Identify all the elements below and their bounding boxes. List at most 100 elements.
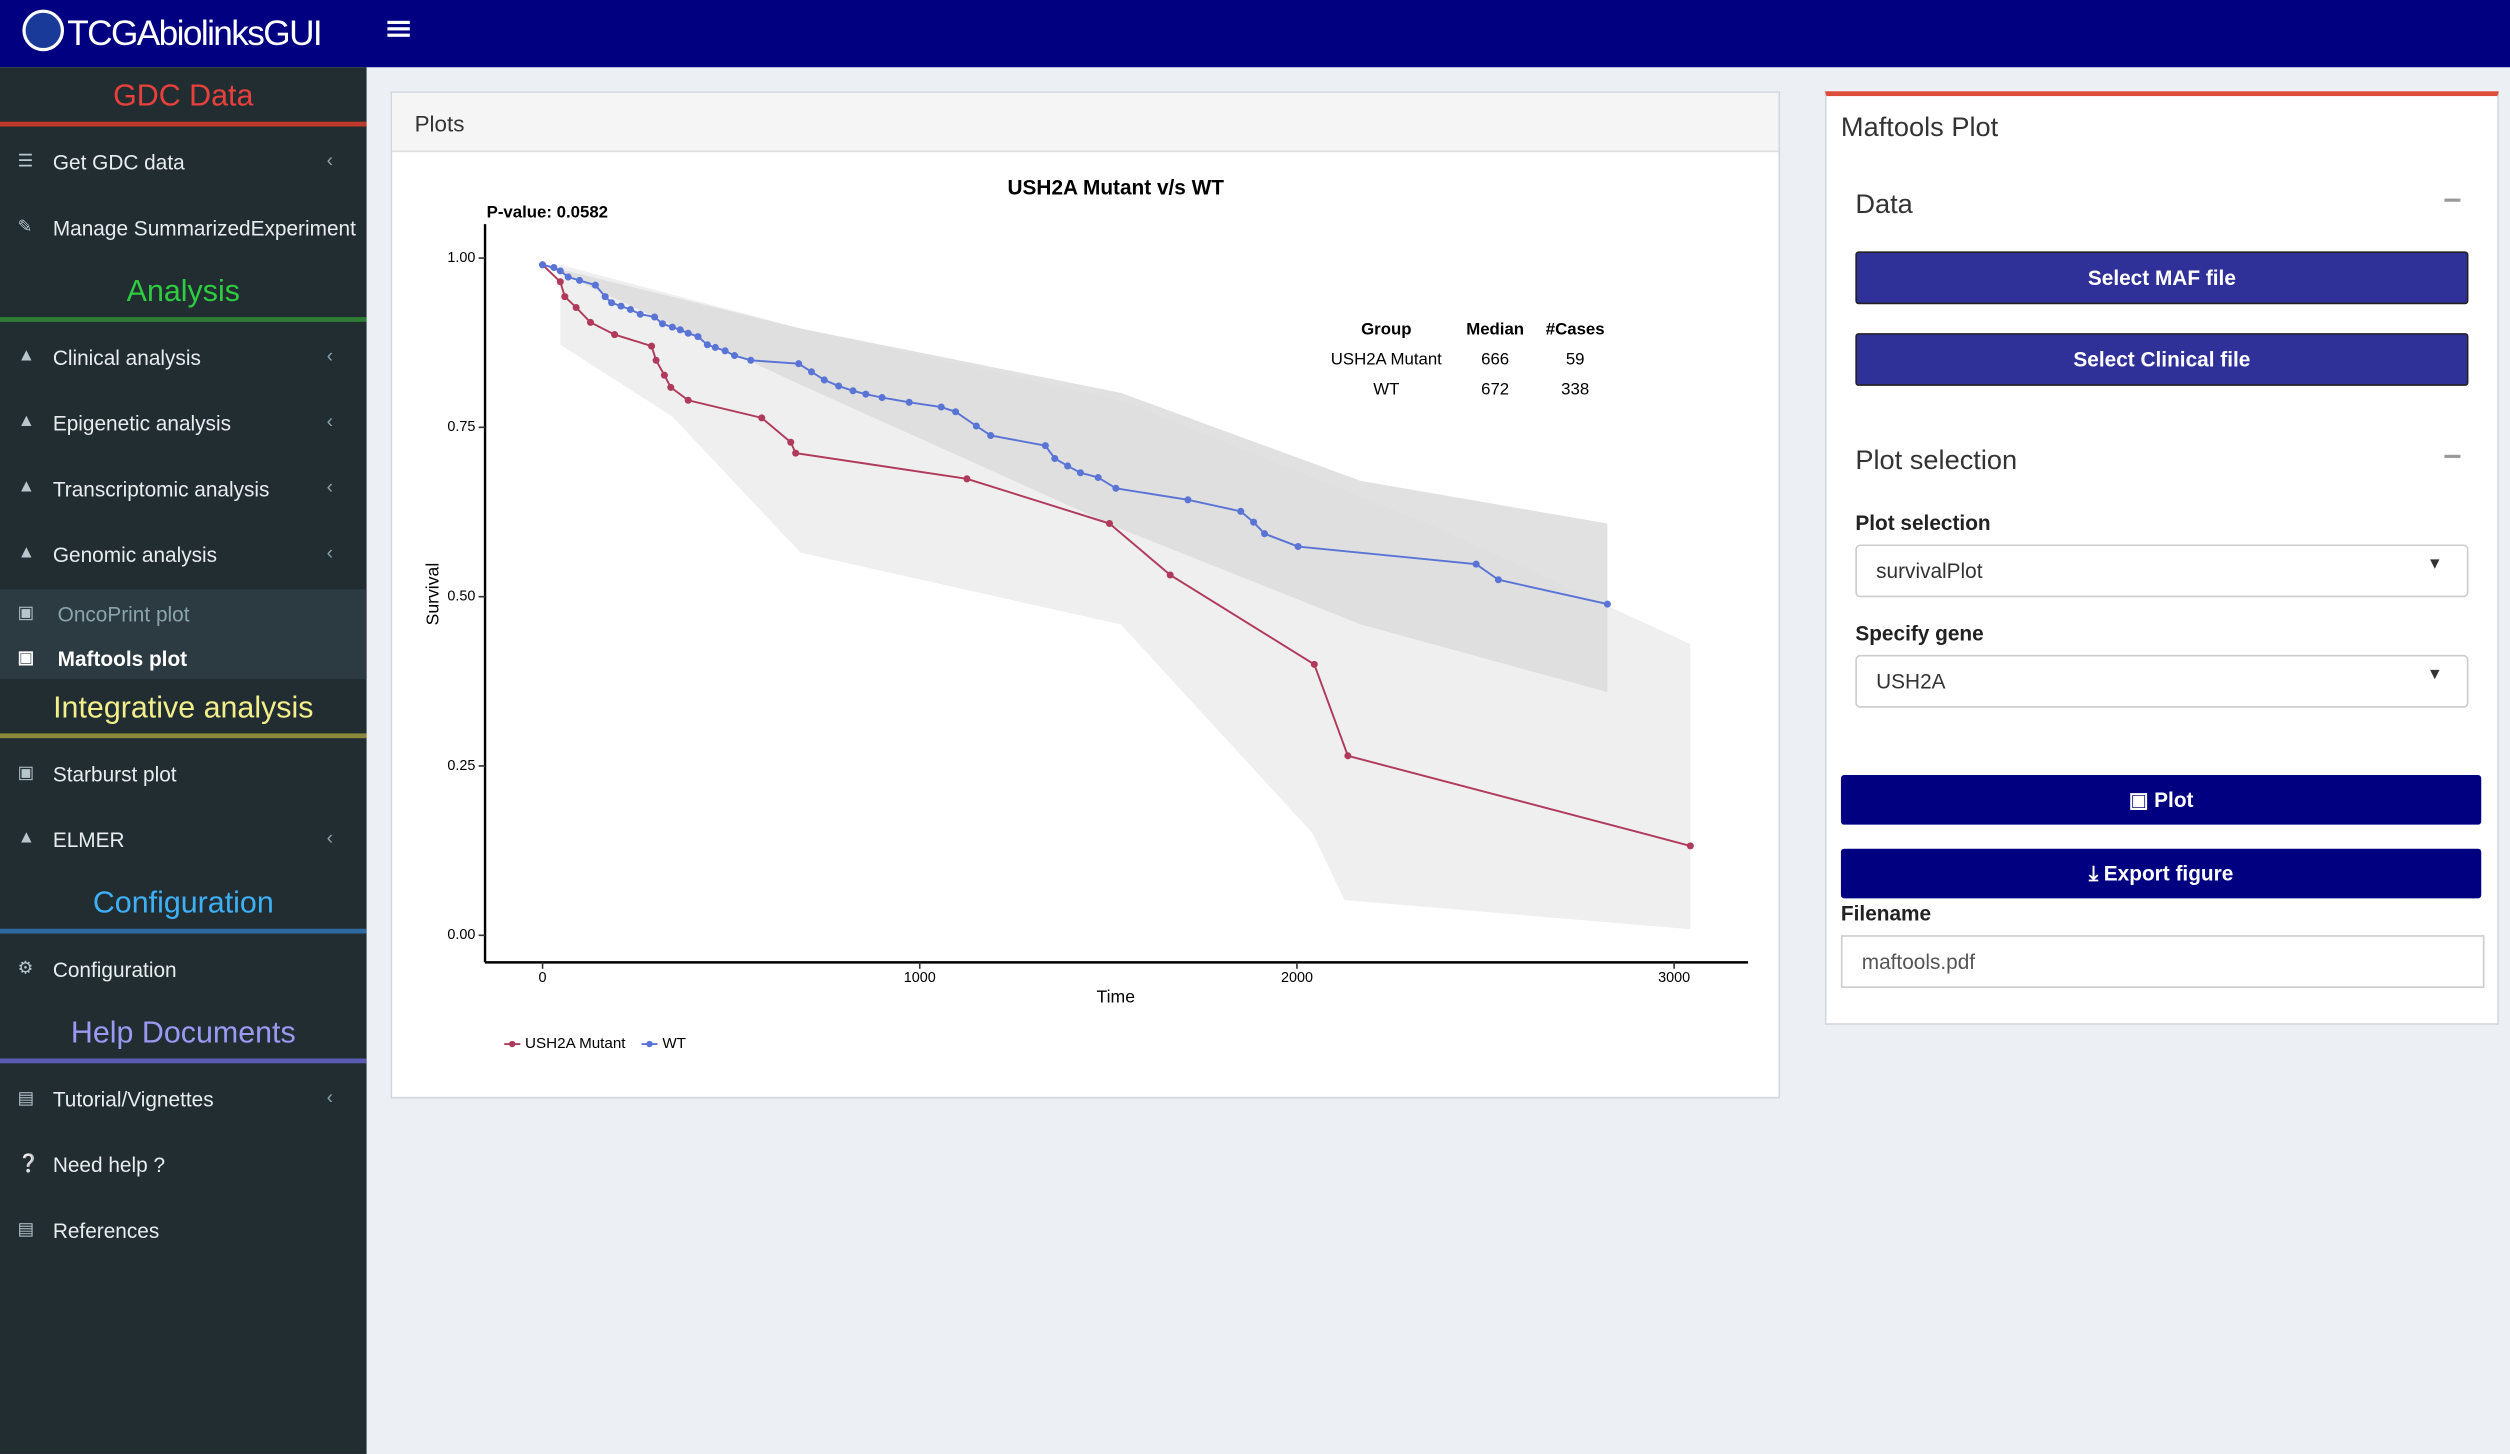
table-header: Median — [1466, 319, 1524, 338]
table-cell: 59 — [1566, 350, 1585, 369]
censor-point — [1041, 442, 1049, 450]
select-maf-button[interactable]: Select MAF file — [1855, 251, 2469, 305]
legend-swatch — [646, 1040, 653, 1048]
censor-point — [1105, 520, 1114, 528]
x-tick-label: 1000 — [904, 970, 936, 986]
panel-title: Maftools Plot — [1840, 112, 1999, 143]
menu-item[interactable]: ▲ Epigenetic analysis ‹ — [17, 409, 333, 436]
section-title: Analysis — [0, 275, 367, 322]
censor-point — [586, 318, 594, 326]
censor-point — [1094, 473, 1102, 481]
censor-point — [792, 449, 800, 457]
censor-point — [668, 323, 676, 331]
censor-point — [987, 431, 995, 440]
menu-label: Genomic analysis — [52, 542, 218, 567]
submenu-item[interactable]: ▣ OncoPrint plot — [17, 602, 190, 627]
censor-point — [1076, 469, 1084, 477]
censor-point — [1494, 576, 1502, 584]
filename-input[interactable]: maftools.pdf — [1840, 935, 2485, 989]
censor-point — [849, 387, 857, 395]
menu-label: Clinical analysis — [52, 345, 201, 370]
field-label: Filename — [1840, 901, 1932, 926]
censor-point — [731, 352, 739, 360]
censor-point — [721, 347, 729, 355]
menu-item[interactable]: ▲ Transcriptomic analysis ‹ — [17, 475, 333, 502]
censor-point — [1051, 454, 1059, 463]
button-label: Export figure — [2103, 861, 2234, 886]
menu-item[interactable]: ▤ Tutorial/Vignettes ‹ — [17, 1085, 333, 1112]
x-tick-label: 0 — [539, 970, 547, 986]
menu-item[interactable]: ▤ References — [17, 1218, 160, 1243]
select-clinical-button[interactable]: Select Clinical file — [1855, 333, 2469, 386]
box-title: Data — [1855, 188, 1913, 220]
censor-point — [556, 267, 564, 275]
menu-item[interactable]: ✎ Manage SummarizedExperiment — [17, 216, 356, 241]
menu-item[interactable]: ❔ Need help ? — [17, 1152, 166, 1177]
header: TCGAbiolinksGUI — [0, 0, 2510, 68]
censor-point — [694, 333, 702, 341]
table-cell: USH2A Mutant — [1331, 350, 1442, 369]
logo[interactable]: TCGAbiolinksGUI — [22, 9, 323, 55]
censor-point — [1294, 543, 1302, 551]
censor-point — [1166, 571, 1174, 579]
censor-point — [636, 310, 644, 318]
table-cell: WT — [1373, 379, 1399, 398]
table-header: #Cases — [1546, 319, 1605, 338]
collapse-icon[interactable] — [2444, 454, 2461, 458]
plot-button[interactable]: ▣ Plot — [1840, 775, 2482, 825]
censor-point — [561, 293, 569, 301]
menu-item[interactable]: ⚙ Configuration — [17, 957, 177, 982]
censor-point — [835, 382, 843, 390]
plot-select[interactable]: survivalPlot ▼ — [1855, 544, 2469, 598]
censor-point — [601, 293, 609, 301]
censor-point — [1112, 484, 1120, 492]
gene-select[interactable]: USH2A ▼ — [1855, 654, 2469, 708]
p-value: P-value: 0.0582 — [487, 202, 608, 221]
collapse-icon[interactable] — [2444, 198, 2461, 202]
confidence-band — [560, 264, 1691, 930]
censor-point — [1064, 462, 1072, 470]
sidebar: GDC Data ☰ Get GDC data ‹ ✎ Manage Summariz… — [0, 67, 367, 1454]
censor-point — [1310, 660, 1318, 668]
section-title: Integrative analysis — [0, 692, 367, 739]
box-title: Plot selection — [1855, 445, 2018, 476]
censor-point — [591, 281, 599, 289]
menu-item[interactable]: ▲ Clinical analysis ‹ — [17, 344, 333, 370]
x-axis-title: Time — [1097, 986, 1136, 1006]
submenu-item[interactable]: ▣ Maftools plot — [17, 646, 188, 671]
table-cell: 666 — [1481, 350, 1509, 369]
censor-point — [1260, 530, 1269, 538]
table-header: Group — [1361, 319, 1411, 338]
y-tick-label: 0.00 — [447, 927, 475, 943]
censor-point — [648, 342, 656, 350]
select-value: USH2A — [1876, 669, 1946, 694]
censor-point — [703, 341, 711, 349]
censor-point — [651, 313, 659, 321]
menu-label: OncoPrint plot — [57, 602, 190, 627]
censor-point — [572, 303, 580, 312]
menu-toggle[interactable] — [387, 18, 410, 40]
censor-point — [660, 371, 668, 379]
plots-panel: Plots 0.00 0.25 0.50 0.75 1.00 0 1000 2000 3000 U… — [390, 91, 1781, 1099]
button-label: Plot — [2154, 787, 2194, 812]
censor-point — [972, 422, 980, 430]
censor-point — [862, 390, 870, 398]
censor-point — [1250, 518, 1258, 526]
menu-item[interactable]: ▲ ELMER ‹ — [17, 826, 333, 852]
censor-point — [807, 368, 816, 376]
legend-swatch — [509, 1040, 516, 1048]
y-tick-label: 0.50 — [447, 588, 475, 604]
menu-item[interactable]: ☰ Get GDC data ‹ — [17, 148, 333, 175]
menu-label: Starburst plot — [52, 762, 177, 787]
censor-point — [1344, 752, 1352, 760]
censor-point — [684, 329, 692, 337]
censor-point — [684, 396, 692, 404]
censor-point — [658, 320, 667, 328]
menu-item[interactable]: ▲ Genomic analysis ‹ — [17, 541, 333, 567]
export-button[interactable]: ⤓ Export figure — [1840, 848, 2482, 899]
menu-label: Tutorial/Vignettes — [52, 1087, 214, 1112]
menu-item[interactable]: ▣ Starburst plot — [17, 762, 177, 787]
field-label: Plot selection — [1855, 510, 1991, 535]
y-axis-title: Survival — [422, 563, 442, 626]
